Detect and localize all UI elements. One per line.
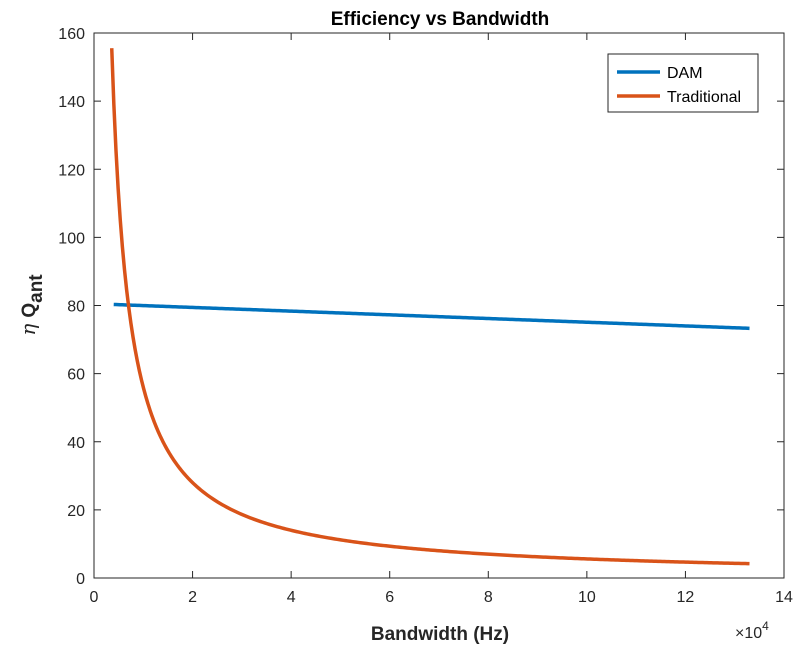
legend-label-traditional: Traditional bbox=[667, 89, 741, 106]
x-exponent-power: 4 bbox=[762, 619, 769, 633]
plot-background bbox=[94, 33, 784, 578]
legend: DAM Traditional bbox=[608, 54, 758, 112]
y-tick-label: 80 bbox=[67, 299, 85, 316]
y-axis-label-subscript: ant bbox=[26, 274, 47, 303]
y-tick-label: 100 bbox=[58, 230, 85, 247]
x-tick-label: 4 bbox=[287, 589, 296, 606]
y-tick-label: 120 bbox=[58, 162, 85, 179]
legend-label-dam: DAM bbox=[667, 65, 703, 82]
x-axis-label: Bandwidth (Hz) bbox=[371, 624, 509, 645]
chart-title: Efficiency vs Bandwidth bbox=[331, 9, 550, 30]
x-tick-label: 8 bbox=[484, 589, 493, 606]
svg-text:ηQant: ηQant bbox=[16, 274, 47, 336]
x-exponent-prefix: ×10 bbox=[735, 625, 762, 642]
x-tick-label: 10 bbox=[578, 589, 596, 606]
y-tick-label: 60 bbox=[67, 367, 85, 384]
y-tick-label: 160 bbox=[58, 26, 85, 43]
y-tick-label: 140 bbox=[58, 94, 85, 111]
y-axis-label: ηQant bbox=[16, 274, 47, 336]
y-tick-label: 0 bbox=[76, 571, 85, 588]
y-axis-label-main: Q bbox=[19, 303, 40, 318]
x-tick-label: 0 bbox=[90, 589, 99, 606]
x-tick-label: 2 bbox=[188, 589, 197, 606]
svg-text:×104: ×104 bbox=[735, 619, 769, 642]
y-axis-label-symbol: η bbox=[16, 324, 40, 336]
x-exponent-label: ×104 bbox=[735, 619, 769, 642]
x-tick-label: 6 bbox=[385, 589, 394, 606]
y-tick-label: 20 bbox=[67, 503, 85, 520]
x-tick-label: 12 bbox=[677, 589, 695, 606]
x-tick-label: 14 bbox=[775, 589, 793, 606]
plot-area bbox=[94, 33, 784, 578]
y-tick-label: 40 bbox=[67, 435, 85, 452]
